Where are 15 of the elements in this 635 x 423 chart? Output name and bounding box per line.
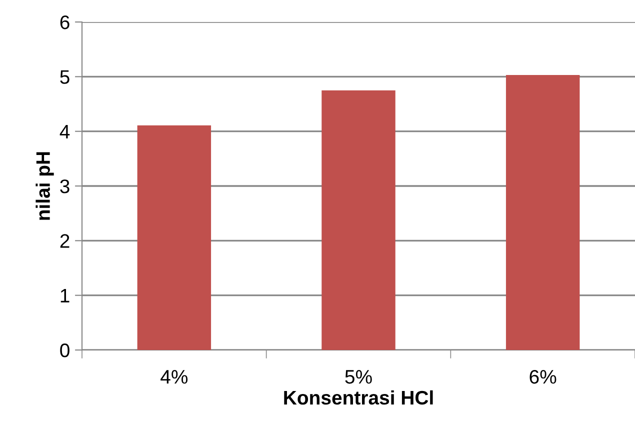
x-axis-title: Konsentrasi HCl <box>284 390 433 405</box>
y-tick-label: 6 <box>60 15 70 30</box>
y-tick-label: 3 <box>60 179 70 194</box>
bar <box>506 75 580 350</box>
y-tick-label: 1 <box>60 289 70 302</box>
x-tick-label: 5% <box>345 370 372 384</box>
x-tick-label: 4% <box>160 370 188 384</box>
bar <box>137 125 212 350</box>
y-axis-title: nilai pH <box>36 152 54 220</box>
x-tick-label: 6% <box>530 370 556 384</box>
bar <box>322 90 396 350</box>
y-tick-label: 5 <box>60 70 70 84</box>
y-tick-label: 4 <box>60 125 70 138</box>
y-tick-label: 2 <box>60 234 70 248</box>
y-tick-label: 0 <box>60 343 70 358</box>
